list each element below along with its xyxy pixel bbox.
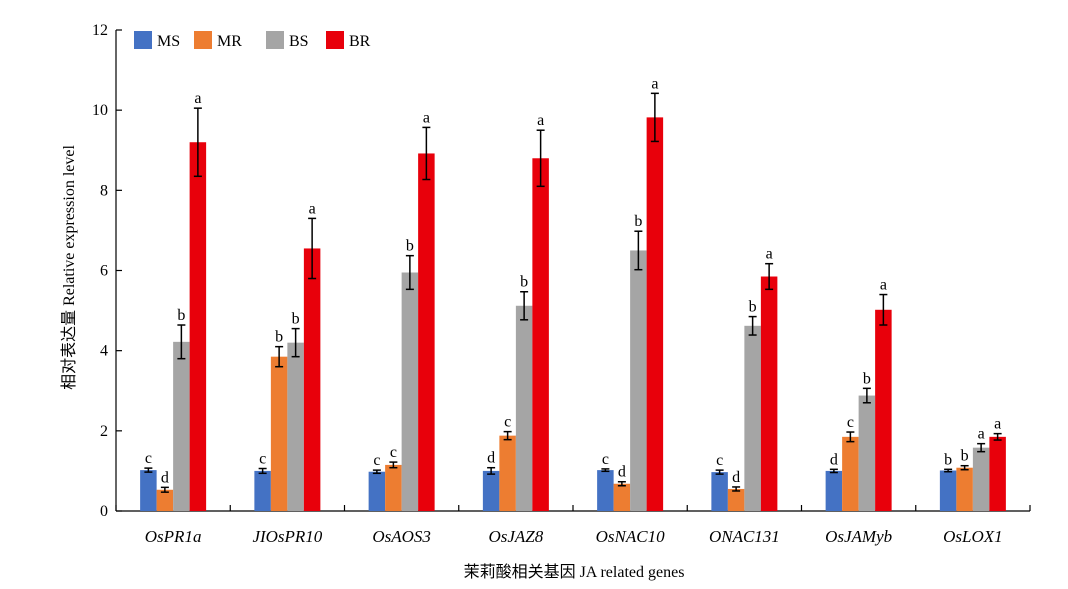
bar-MS-ONAC131 <box>711 472 728 511</box>
y-tick-label: 10 <box>92 102 108 119</box>
significance-label: b <box>177 307 185 324</box>
y-tick-label: 0 <box>100 503 108 520</box>
x-tick-label: OsLOX1 <box>943 527 1003 546</box>
bar-MS-OsJAMyb <box>825 470 843 511</box>
significance-label: a <box>880 277 887 294</box>
legend-label-MS: MS <box>157 33 180 50</box>
significance-label: d <box>487 450 495 467</box>
bar-BR-OsAOS3 <box>418 153 435 511</box>
significance-label: b <box>520 274 528 291</box>
bar-BR-OsLOX1 <box>989 436 1006 511</box>
bar-MS-OsLOX1 <box>939 470 957 511</box>
significance-label: b <box>749 299 757 316</box>
bar-MR-OsNAC10 <box>613 483 631 511</box>
significance-label: d <box>732 469 740 486</box>
significance-label: b <box>863 370 871 387</box>
significance-label: a <box>766 246 773 263</box>
significance-label: a <box>978 426 985 443</box>
significance-label: d <box>161 469 169 486</box>
significance-label: d <box>618 464 626 481</box>
significance-label: b <box>292 311 300 328</box>
legend-label-MR: MR <box>217 33 242 50</box>
legend-label-BS: BS <box>289 33 309 50</box>
bar-BS-JIOsPR10 <box>287 342 304 511</box>
bar-BS-OsNAC10 <box>630 250 647 512</box>
bar-BR-OsJAMyb <box>875 309 892 511</box>
legend-swatch-MS <box>134 31 152 49</box>
bar-MS-OsAOS3 <box>368 471 386 511</box>
y-tick-label: 8 <box>100 182 108 199</box>
bar-BS-ONAC131 <box>744 325 761 511</box>
significance-label: c <box>259 451 266 468</box>
bar-MS-OsNAC10 <box>597 470 614 511</box>
bar-BS-OsJAMyb <box>858 395 876 511</box>
x-tick-label: JIOsPR10 <box>252 527 322 546</box>
significance-label: a <box>651 75 658 92</box>
bar-MS-OsJAZ8 <box>482 470 500 511</box>
significance-label: a <box>994 416 1001 433</box>
x-tick-label: ONAC131 <box>709 527 780 546</box>
significance-label: c <box>504 414 511 431</box>
legend-swatch-MR <box>194 31 212 49</box>
bar-BR-ONAC131 <box>760 276 778 511</box>
x-tick-label: OsPR1a <box>145 527 202 546</box>
significance-label: b <box>944 451 952 468</box>
significance-label: c <box>602 451 609 468</box>
significance-label: b <box>406 238 414 255</box>
bar-BS-OsPR1a <box>173 341 190 511</box>
significance-label: c <box>847 414 854 431</box>
x-tick-label: OsNAC10 <box>596 527 665 546</box>
significance-label: c <box>145 450 152 467</box>
bar-BR-JIOsPR10 <box>303 248 321 511</box>
significance-label: a <box>194 90 201 107</box>
y-tick-label: 12 <box>92 22 108 39</box>
x-tick-label: OsJAZ8 <box>488 527 543 546</box>
bar-MS-JIOsPR10 <box>254 470 271 511</box>
bar-MR-OsJAZ8 <box>499 435 516 511</box>
y-axis-title: 相对表达量 Relative expression level <box>60 145 78 390</box>
bar-MR-OsAOS3 <box>385 464 402 511</box>
bar-MR-OsJAMyb <box>842 436 859 511</box>
bar-BS-OsJAZ8 <box>515 305 533 511</box>
significance-label: c <box>716 452 723 469</box>
bar-BR-OsPR1a <box>189 142 207 511</box>
bar-MR-ONAC131 <box>727 488 745 511</box>
bar-MR-OsLOX1 <box>956 467 973 511</box>
bar-BS-OsAOS3 <box>401 272 419 511</box>
legend-label-BR: BR <box>349 33 371 50</box>
significance-label: b <box>634 213 642 230</box>
significance-label: b <box>961 448 969 465</box>
bar-BR-OsNAC10 <box>646 117 664 512</box>
significance-label: c <box>373 452 380 469</box>
legend-swatch-BS <box>266 31 284 49</box>
x-tick-label: OsAOS3 <box>372 527 431 546</box>
significance-label: a <box>537 112 544 129</box>
bar-BR-OsJAZ8 <box>532 158 549 511</box>
bar-MR-OsPR1a <box>156 489 174 511</box>
bar-MR-JIOsPR10 <box>270 356 288 511</box>
x-axis-title: 茉莉酸相关基因 JA related genes <box>464 563 685 581</box>
bar-MS-OsPR1a <box>140 470 157 511</box>
bar-BS-OsLOX1 <box>972 447 990 511</box>
significance-label: a <box>309 200 316 217</box>
significance-label: d <box>830 451 838 468</box>
y-tick-label: 4 <box>100 343 108 360</box>
significance-label: b <box>275 329 283 346</box>
significance-label: c <box>390 444 397 461</box>
significance-label: a <box>423 109 430 126</box>
legend-swatch-BR <box>326 31 344 49</box>
y-tick-label: 6 <box>100 263 108 280</box>
x-tick-label: OsJAMyb <box>825 527 892 546</box>
y-tick-label: 2 <box>100 423 108 440</box>
